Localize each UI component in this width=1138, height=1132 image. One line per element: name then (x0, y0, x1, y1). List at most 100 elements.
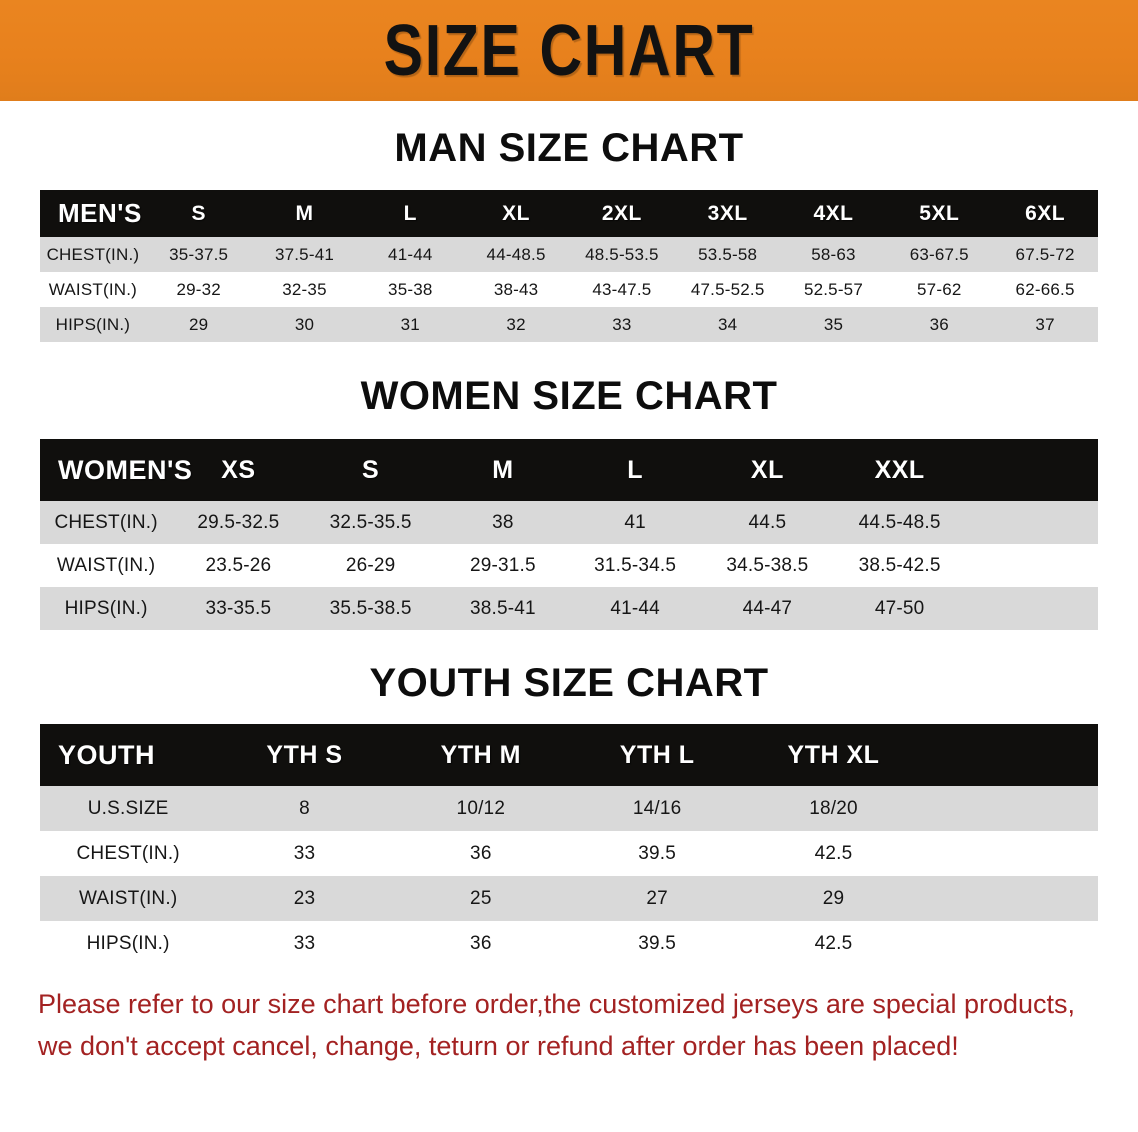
cell: 37 (992, 307, 1098, 342)
cell: 30 (251, 307, 358, 342)
cell: 38 (436, 501, 569, 544)
table-header-row: WOMEN'S XS S M L XL XXL (40, 439, 1098, 501)
column-header-l: L (357, 190, 464, 237)
cell: 47.5-52.5 (674, 272, 781, 307)
cell: 29 (745, 876, 922, 921)
cell: 44.5-48.5 (833, 501, 966, 544)
column-header-2xl: 2XL (568, 190, 675, 237)
cell: 38.5-41 (436, 587, 569, 630)
table-header-row: YOUTH YTH S YTH M YTH L YTH XL (40, 724, 1098, 786)
column-header-s: S (304, 439, 437, 501)
cell: 35-38 (357, 272, 464, 307)
cell: 57-62 (886, 272, 993, 307)
disclaimer: Please refer to our size chart before or… (30, 984, 1108, 1068)
cell: 44-48.5 (463, 237, 569, 272)
cell: 32 (463, 307, 569, 342)
youth-corner-label: YOUTH (40, 724, 217, 786)
cell: 29 (145, 307, 252, 342)
cell: 43-47.5 (568, 272, 675, 307)
column-header-5xl: 5XL (886, 190, 993, 237)
youth-section-title: YOUTH SIZE CHART (369, 661, 769, 705)
cell: 36 (392, 921, 569, 966)
cell: 18/20 (745, 786, 922, 831)
column-header-6xl: 6XL (992, 190, 1098, 237)
cell-spacer (965, 501, 1098, 544)
column-header-xxl: XXL (833, 439, 966, 501)
women-section-title: WOMEN SIZE CHART (360, 374, 778, 418)
cell: 26-29 (304, 544, 437, 587)
cell: 36 (392, 831, 569, 876)
cell: 33-35.5 (172, 587, 305, 630)
cell: 41 (569, 501, 702, 544)
table-row: CHEST(IN.) 29.5-32.5 32.5-35.5 38 41 44.… (40, 501, 1098, 544)
cell: 10/12 (392, 786, 569, 831)
cell: 27 (568, 876, 746, 921)
cell: 39.5 (568, 921, 746, 966)
row-label: WAIST(IN.) (40, 876, 217, 921)
cell: 29.5-32.5 (172, 501, 305, 544)
youth-size-table: YOUTH YTH S YTH M YTH L YTH XL U.S.SIZE … (40, 724, 1098, 966)
cell: 41-44 (357, 237, 464, 272)
column-header-3xl: 3XL (674, 190, 781, 237)
column-header-xs: XS (172, 439, 305, 501)
cell: 37.5-41 (251, 237, 358, 272)
cell: 67.5-72 (992, 237, 1098, 272)
column-header-s: S (145, 190, 252, 237)
cell: 44.5 (701, 501, 834, 544)
cell: 23 (216, 876, 393, 921)
table-row: HIPS(IN.) 29 30 31 32 33 34 35 36 37 (40, 307, 1098, 342)
man-size-table: MEN'S S M L XL 2XL 3XL 4XL 5XL 6XL CHEST… (40, 190, 1098, 342)
table-row: CHEST(IN.) 33 36 39.5 42.5 (40, 831, 1098, 876)
cell: 42.5 (745, 831, 922, 876)
cell: 41-44 (569, 587, 702, 630)
cell: 44-47 (701, 587, 834, 630)
cell: 38-43 (463, 272, 569, 307)
table-row: WAIST(IN.) 29-32 32-35 35-38 38-43 43-47… (40, 272, 1098, 307)
row-label: HIPS(IN.) (40, 307, 146, 342)
cell: 35 (780, 307, 887, 342)
cell: 34 (674, 307, 781, 342)
row-label: CHEST(IN.) (40, 831, 217, 876)
column-header-xl: XL (463, 190, 569, 237)
table-row: HIPS(IN.) 33 36 39.5 42.5 (40, 921, 1098, 966)
cell: 33 (216, 831, 393, 876)
cell: 36 (886, 307, 993, 342)
table-row: HIPS(IN.) 33-35.5 35.5-38.5 38.5-41 41-4… (40, 587, 1098, 630)
table-header-row: MEN'S S M L XL 2XL 3XL 4XL 5XL 6XL (40, 190, 1098, 237)
cell: 38.5-42.5 (833, 544, 966, 587)
cell: 33 (568, 307, 675, 342)
column-header-yth-m: YTH M (392, 724, 569, 786)
cell: 63-67.5 (886, 237, 993, 272)
cell: 31.5-34.5 (569, 544, 702, 587)
row-label: CHEST(IN.) (40, 237, 146, 272)
column-header-yth-l: YTH L (568, 724, 746, 786)
row-label: U.S.SIZE (40, 786, 217, 831)
cell: 52.5-57 (780, 272, 887, 307)
cell-spacer (921, 786, 1098, 831)
column-header-m: M (251, 190, 358, 237)
column-header-xl: XL (701, 439, 834, 501)
cell: 23.5-26 (172, 544, 305, 587)
column-header-l: L (569, 439, 702, 501)
man-section-title: MAN SIZE CHART (394, 126, 744, 170)
column-header-spacer (965, 439, 1098, 501)
cell: 34.5-38.5 (701, 544, 834, 587)
banner-title: SIZE CHART (383, 10, 755, 91)
cell: 29-32 (145, 272, 252, 307)
disclaimer-line-1: Please refer to our size chart before or… (38, 989, 1076, 1019)
cell-spacer (921, 876, 1098, 921)
row-label: HIPS(IN.) (40, 587, 173, 630)
table-row: WAIST(IN.) 23.5-26 26-29 29-31.5 31.5-34… (40, 544, 1098, 587)
table-row: WAIST(IN.) 23 25 27 29 (40, 876, 1098, 921)
cell: 48.5-53.5 (568, 237, 675, 272)
cell: 31 (357, 307, 464, 342)
cell: 14/16 (568, 786, 746, 831)
row-label: HIPS(IN.) (40, 921, 217, 966)
cell-spacer (921, 831, 1098, 876)
table-row: CHEST(IN.) 35-37.5 37.5-41 41-44 44-48.5… (40, 237, 1098, 272)
cell: 58-63 (780, 237, 887, 272)
disclaimer-line-2: we don't accept cancel, change, teturn o… (38, 1030, 959, 1061)
cell: 53.5-58 (674, 237, 781, 272)
cell: 35-37.5 (145, 237, 252, 272)
column-header-4xl: 4XL (780, 190, 887, 237)
